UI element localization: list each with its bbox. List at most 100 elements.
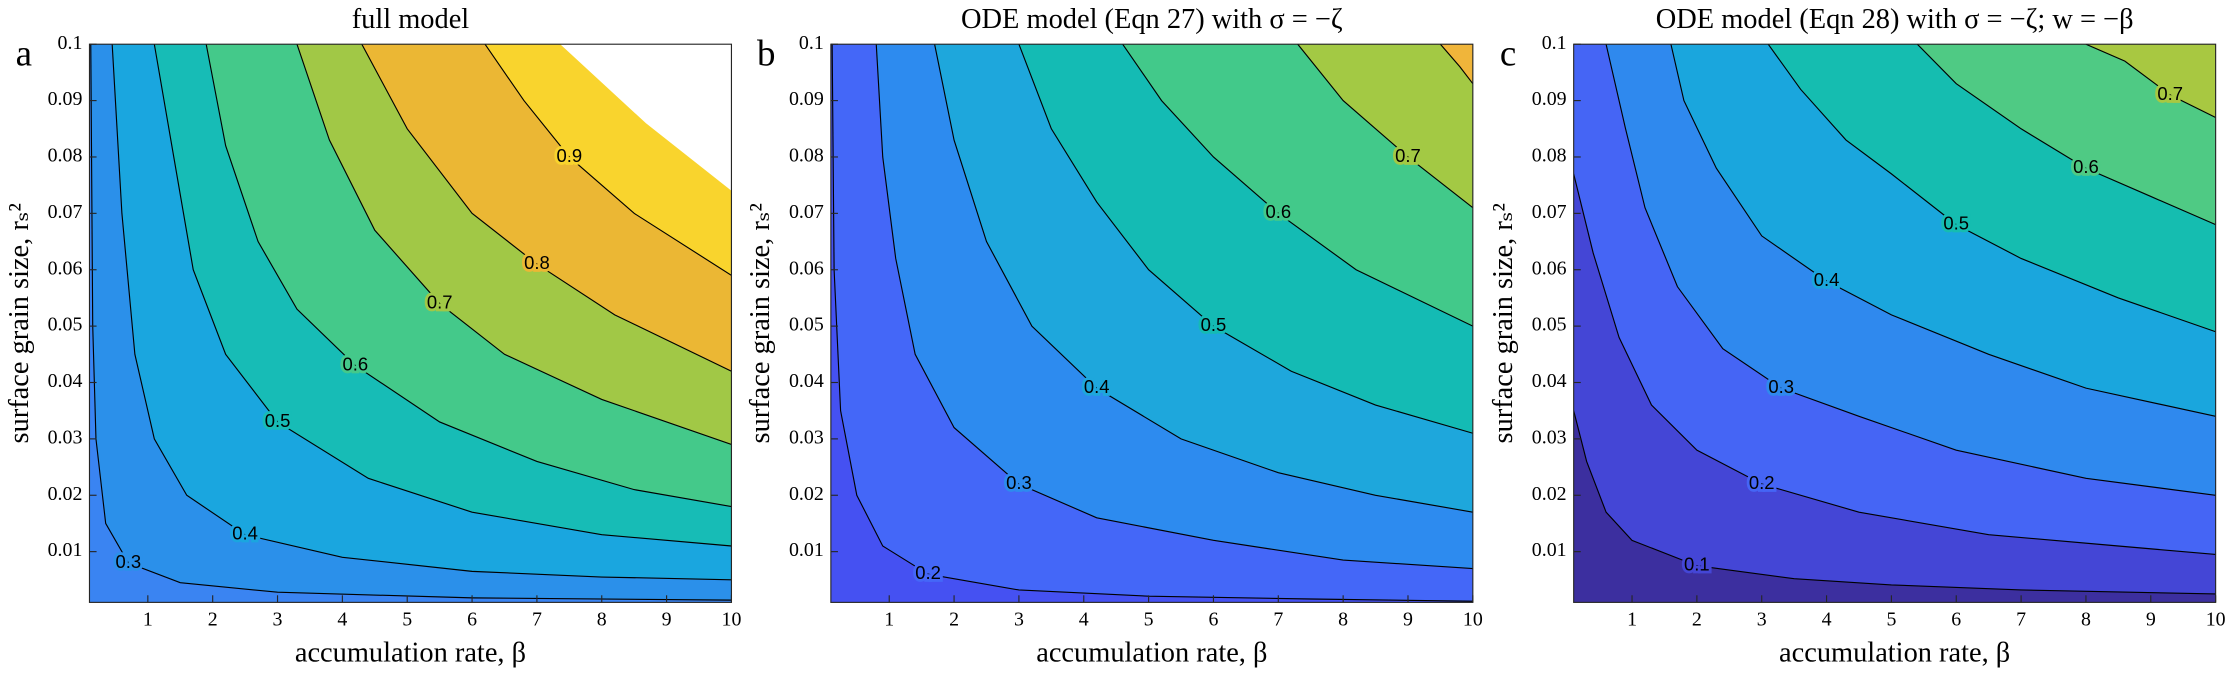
contour-line — [1018, 44, 1473, 434]
contour-label: 0.8 — [524, 252, 550, 273]
contour-band — [1917, 44, 2216, 225]
y-tick-label: 0.04 — [789, 370, 824, 392]
contour-label: 0.1 — [1684, 554, 1710, 575]
y-tick-label: 0.05 — [789, 314, 824, 336]
y-tick-label: 0.06 — [1532, 257, 1567, 279]
y-tick-label: 0.02 — [48, 483, 83, 505]
x-tick-label: 6 — [1208, 608, 1218, 630]
contour-line — [1573, 410, 2216, 595]
y-tick-label: 0.01 — [1532, 539, 1567, 561]
y-axis-label: surface grain size, rₛ² — [745, 203, 776, 443]
contour-line — [1916, 44, 2216, 226]
y-tick-label: 0.07 — [48, 201, 83, 223]
contour-label: 0.5 — [1201, 314, 1227, 335]
chart-title: ODE model (Eqn 27) with σ = −ζ — [961, 4, 1343, 35]
x-tick-label: 2 — [208, 608, 218, 630]
y-tick-label: 0.05 — [1532, 314, 1567, 336]
plot-frame — [830, 43, 1474, 603]
x-tick-label: 5 — [1144, 608, 1154, 630]
y-tick-label: 0.09 — [1532, 88, 1567, 110]
x-tick-label: 5 — [1886, 608, 1896, 630]
contour-line — [1439, 44, 1473, 85]
contour-band — [1440, 44, 1473, 84]
contour-line — [205, 44, 732, 508]
x-tick-label: 6 — [467, 608, 477, 630]
plot-frame — [88, 43, 733, 603]
contour-band — [2085, 44, 2216, 118]
y-tick-label: 0.1 — [799, 32, 824, 54]
x-tick-label: 3 — [273, 608, 283, 630]
y-tick-label: 0.1 — [1542, 32, 1567, 54]
panel-letter: c — [1500, 32, 1516, 73]
x-tick-label: 2 — [949, 608, 959, 630]
contour-label: 0.2 — [1749, 472, 1775, 493]
x-axis-label: accumulation rate, β — [295, 637, 526, 668]
x-axis-label: accumulation rate, β — [1036, 637, 1267, 668]
contour-line — [1605, 44, 2216, 496]
x-tick-label: 9 — [2146, 608, 2156, 630]
contour-label: 0.9 — [557, 145, 583, 166]
plot-area: 0.3 0.4 0.5 0.6 0.7 0.8 0.9 — [89, 44, 732, 603]
y-tick-label: 0.07 — [1532, 201, 1567, 223]
x-tick-label: 4 — [1079, 608, 1089, 630]
contour-line — [111, 44, 732, 581]
x-tick-label: 6 — [1951, 608, 1961, 630]
contour-line — [934, 44, 1473, 513]
y-axis-label: surface grain size, rₛ² — [1488, 203, 1519, 443]
x-tick-label: 8 — [2081, 608, 2091, 630]
blank-region — [560, 44, 732, 191]
y-axis-label: surface grain size, rₛ² — [4, 203, 35, 443]
contour-label: 0.2 — [915, 562, 941, 583]
contour-label: 0.6 — [343, 353, 369, 374]
x-tick-label: 8 — [597, 608, 607, 630]
y-tick-label: 0.05 — [48, 314, 83, 336]
y-tick-label: 0.03 — [789, 426, 824, 448]
contour-label: 0.5 — [265, 410, 291, 431]
x-tick-label: 10 — [1463, 608, 1483, 630]
y-tick-label: 0.04 — [1532, 370, 1567, 392]
x-tick-label: 5 — [402, 608, 412, 630]
y-tick-label: 0.02 — [1532, 483, 1567, 505]
x-tick-label: 7 — [1273, 608, 1283, 630]
contour-label: 0.4 — [1084, 376, 1110, 397]
x-tick-label: 7 — [2016, 608, 2026, 630]
plot-area: 0.2 0.3 0.4 0.5 0.6 0.7 — [830, 44, 1473, 603]
contour-label: 0.6 — [2073, 156, 2099, 177]
contour-line — [875, 44, 1473, 570]
contour-label: 0.6 — [1265, 201, 1291, 222]
contour-label: 0.4 — [232, 523, 258, 544]
x-tick-label: 10 — [2206, 608, 2226, 630]
contour-label: 0.5 — [1943, 213, 1969, 234]
contour-line — [1767, 44, 2216, 333]
y-tick-label: 0.08 — [1532, 145, 1567, 167]
contour-line — [1573, 173, 2216, 556]
contour-band — [1297, 44, 1473, 208]
x-axis-label: accumulation rate, β — [1779, 637, 2010, 668]
chart-title: full model — [352, 4, 470, 35]
y-tick-label: 0.09 — [789, 88, 824, 110]
x-tick-label: 3 — [1757, 608, 1767, 630]
x-tick-label: 2 — [1692, 608, 1702, 630]
y-tick-label: 0.01 — [48, 539, 83, 561]
x-tick-label: 8 — [1338, 608, 1348, 630]
contour-line — [153, 44, 732, 547]
y-tick-label: 0.08 — [789, 145, 824, 167]
y-tick-label: 0.04 — [48, 370, 83, 392]
contour-line — [361, 44, 732, 372]
y-tick-label: 0.07 — [789, 201, 824, 223]
contour-line — [2085, 44, 2216, 119]
y-tick-label: 0.1 — [58, 32, 83, 54]
y-tick-label: 0.02 — [789, 483, 824, 505]
x-tick-label: 1 — [884, 608, 894, 630]
contour-label: 0.3 — [1006, 472, 1032, 493]
contour-line — [1670, 44, 2216, 417]
contour-label: 0.3 — [116, 551, 142, 572]
y-tick-label: 0.08 — [48, 145, 83, 167]
x-tick-label: 9 — [1403, 608, 1413, 630]
panel-letter: b — [757, 32, 775, 73]
contour-label: 0.7 — [427, 291, 453, 312]
y-tick-label: 0.03 — [1532, 426, 1567, 448]
x-tick-label: 3 — [1014, 608, 1024, 630]
y-tick-label: 0.09 — [48, 88, 83, 110]
